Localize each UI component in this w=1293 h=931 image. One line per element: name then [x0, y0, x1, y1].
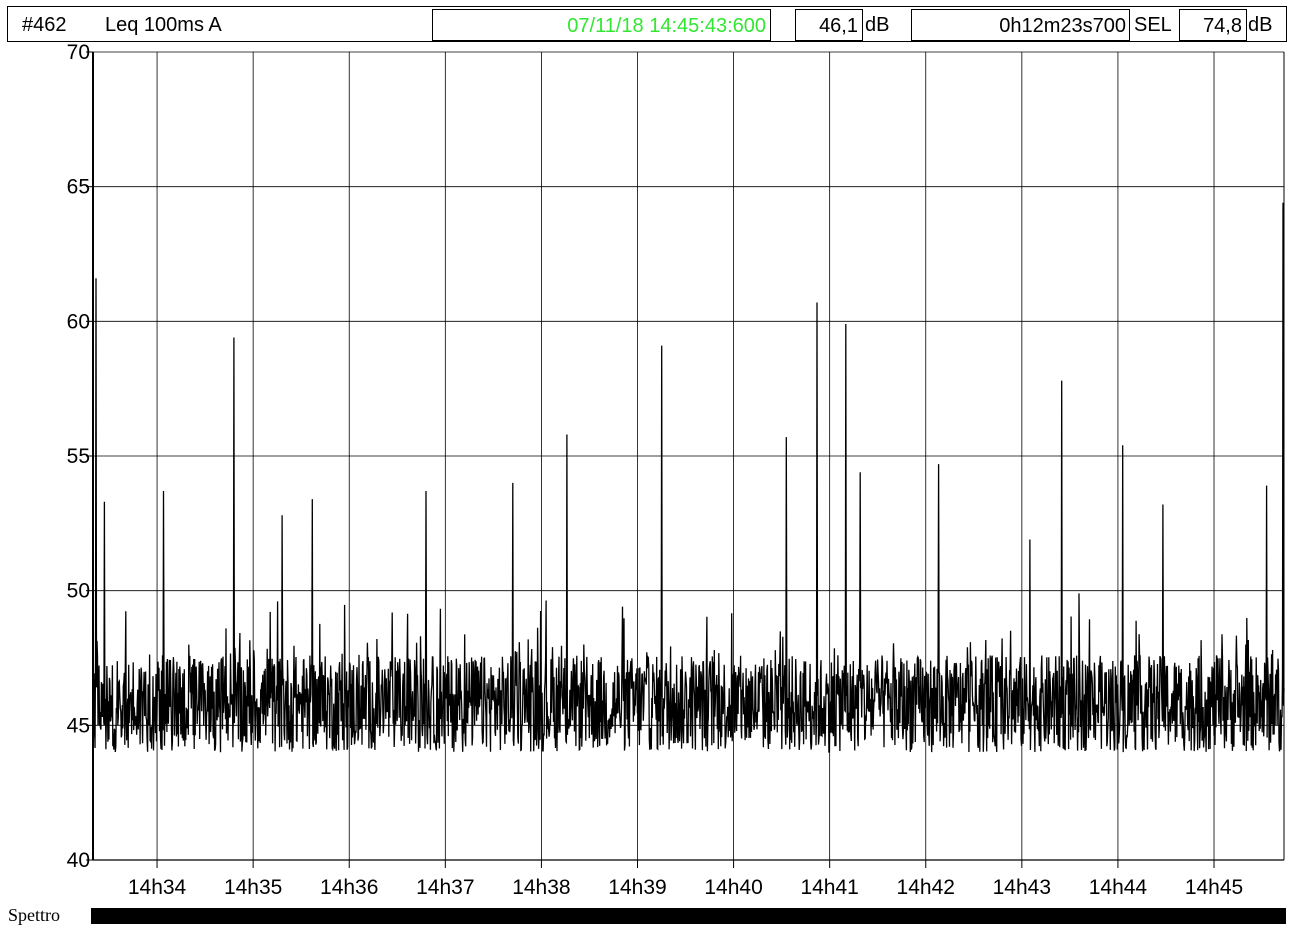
spectrum-label: Spettro	[8, 905, 60, 925]
level-trace	[92, 202, 1285, 753]
spectrum-bar[interactable]	[91, 908, 1286, 924]
x-tick-label: 14h41	[800, 876, 858, 899]
level-time-chart: 40 45 50 55 60 65 70 14h34 14h35 14h36 14h37 14h38…	[67, 44, 1285, 899]
duration-field: 0h12m23s700	[911, 9, 1130, 41]
y-tick-label: 70	[67, 44, 90, 64]
sel-unit: dB	[1248, 14, 1273, 36]
x-tick-label: 14h43	[993, 876, 1051, 899]
header-bar: #462 Leq 100ms A 07/11/18 14:45:43:600 4…	[0, 0, 1293, 44]
level-unit: dB	[865, 14, 890, 36]
timestamp-value: 07/11/18 14:45:43:600	[567, 15, 766, 37]
y-tick-label: 40	[67, 849, 90, 872]
x-tick-label: 14h45	[1185, 876, 1243, 899]
x-tick-label: 14h38	[512, 876, 570, 899]
sel-value: 74,8	[1203, 15, 1242, 37]
x-tick-label: 14h35	[224, 876, 282, 899]
measure-type: Leq 100ms A	[105, 14, 222, 36]
x-tick-label: 14h39	[608, 876, 666, 899]
y-tick-label: 65	[67, 176, 90, 199]
y-tick-label: 60	[67, 310, 90, 333]
sel-field: 74,8	[1179, 9, 1247, 41]
x-axis-ticks: 14h34 14h35 14h36 14h37 14h38 14h39 14h40 14h41…	[128, 860, 1243, 899]
x-tick-label: 14h40	[704, 876, 762, 899]
duration-value: 0h12m23s700	[999, 15, 1126, 37]
sel-label: SEL	[1134, 14, 1172, 36]
timestamp-field: 07/11/18 14:45:43:600	[432, 9, 771, 41]
x-tick-label: 14h36	[320, 876, 378, 899]
x-tick-label: 14h42	[897, 876, 955, 899]
y-tick-label: 45	[67, 714, 90, 737]
measure-id: #462	[22, 14, 67, 36]
x-tick-label: 14h34	[128, 876, 187, 899]
level-value: 46,1	[819, 15, 858, 37]
x-tick-label: 14h44	[1089, 876, 1148, 899]
trace-layer	[92, 202, 1285, 753]
y-axis-ticks: 40 45 50 55 60 65 70	[67, 44, 93, 872]
level-field: 46,1	[795, 9, 863, 41]
chart-axes	[92, 52, 1285, 861]
y-tick-label: 55	[67, 445, 90, 468]
x-tick-label: 14h37	[416, 876, 474, 899]
y-tick-label: 50	[67, 580, 90, 603]
